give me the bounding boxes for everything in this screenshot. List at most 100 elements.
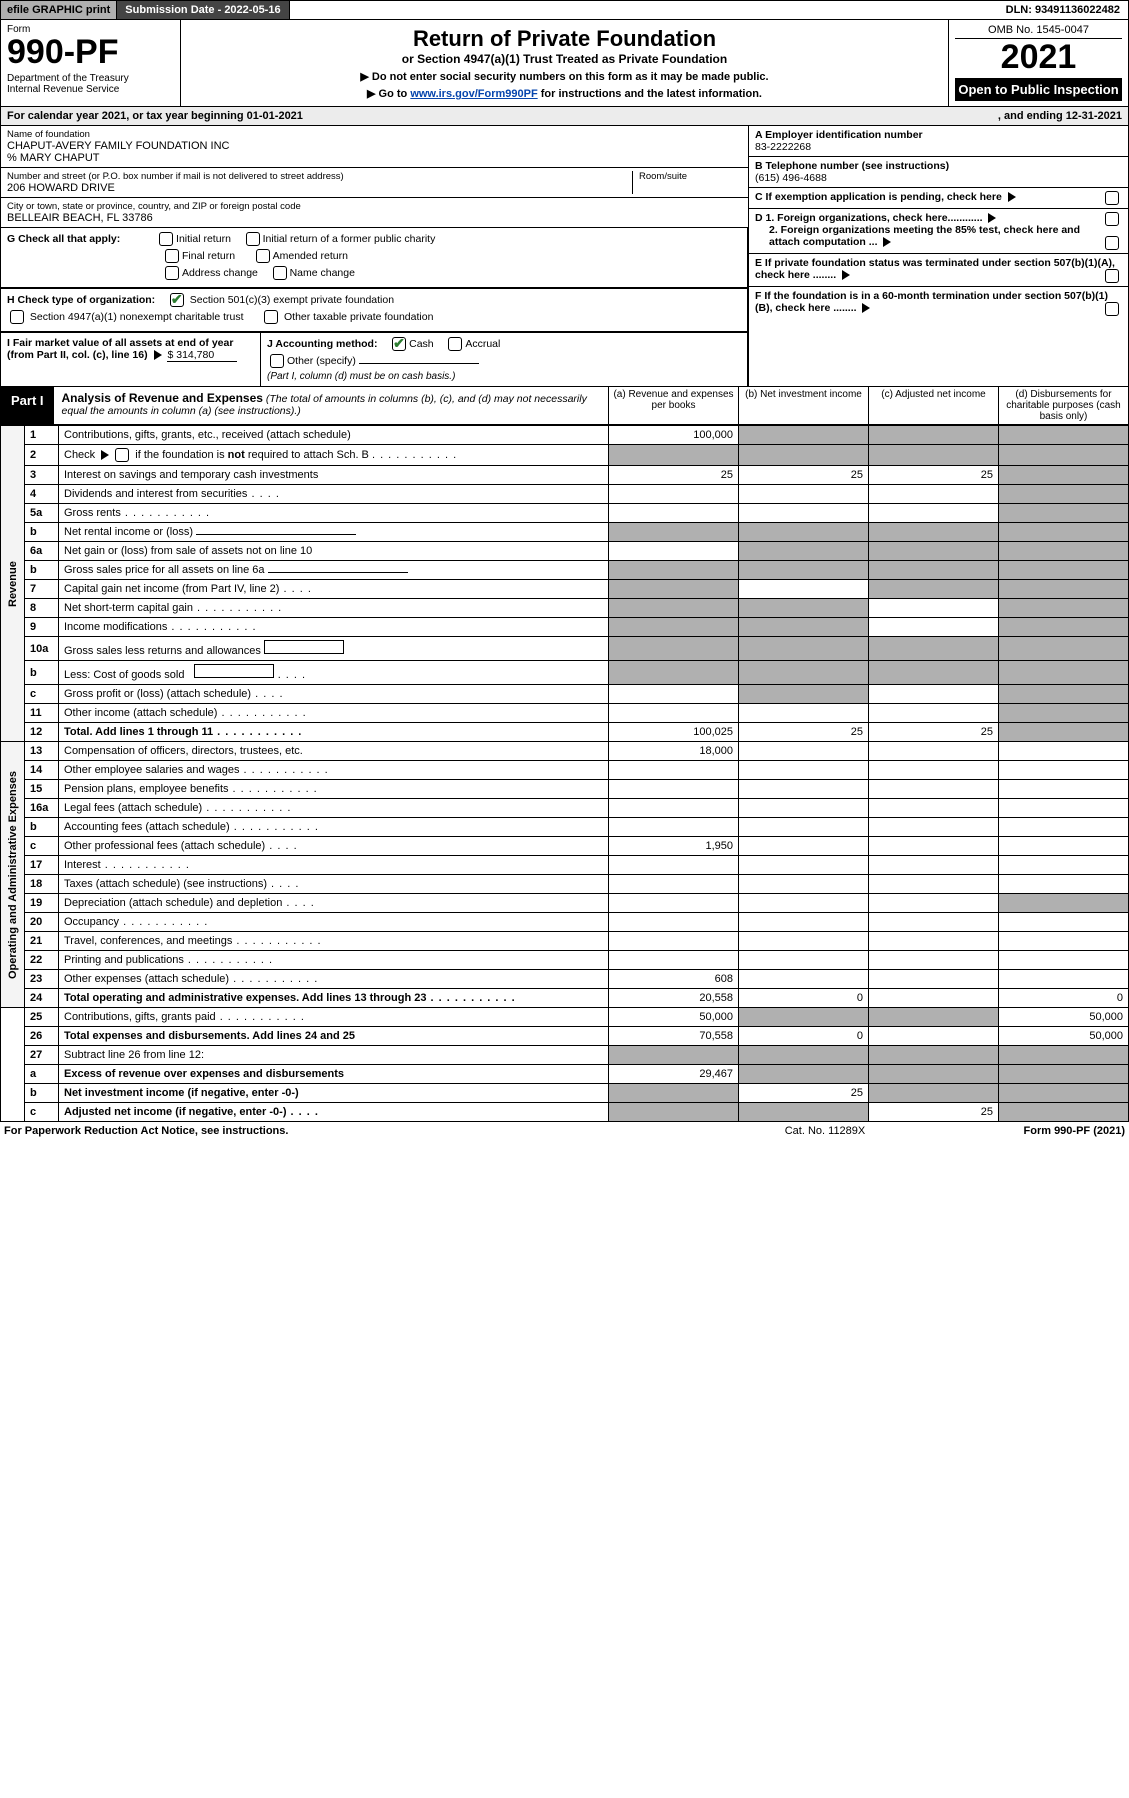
d1-text: D 1. Foreign organizations, check here..… [755,212,983,224]
tri-icon [101,450,109,460]
ln: 19 [25,894,59,913]
desc: Gross sales price for all assets on line… [59,561,609,580]
f-cell: F If the foundation is in a 60-month ter… [749,287,1128,319]
desc: Adjusted net income (if negative, enter … [59,1103,609,1122]
chk-initial-return[interactable] [159,232,173,246]
amt-box [264,640,344,654]
amt-c: 25 [869,1103,999,1122]
calendar-year-row: For calendar year 2021, or tax year begi… [0,107,1129,126]
footer-left: For Paperwork Reduction Act Notice, see … [4,1125,725,1137]
opt-address-change: Address change [182,267,258,279]
chk-schb[interactable] [115,448,129,462]
chk-accrual[interactable] [448,337,462,351]
dept-text: Department of the Treasury Internal Reve… [7,73,174,95]
g-left: G Check all that apply: Initial return I… [1,228,748,287]
blank-line [196,534,356,535]
table-row: b Net investment income (if negative, en… [1,1084,1129,1103]
chk-4947a1[interactable] [10,310,24,324]
table-row: 14 Other employee salaries and wages [1,761,1129,780]
d: Net rental income or (loss) [64,526,193,538]
table-row: 3 Interest on savings and temporary cash… [1,466,1129,485]
desc: Travel, conferences, and meetings [59,932,609,951]
ln: 23 [25,970,59,989]
expenses-vlabel: Operating and Administrative Expenses [1,742,25,1008]
opt-501c3: Section 501(c)(3) exempt private foundat… [190,294,394,306]
desc: Pension plans, employee benefits [59,780,609,799]
opt-accrual: Accrual [465,338,500,350]
efile-label: efile GRAPHIC print [1,1,117,19]
amt-c: 25 [869,723,999,742]
ln: 26 [25,1027,59,1046]
chk-85pct-test[interactable] [1105,236,1119,250]
ln: 12 [25,723,59,742]
ln: 20 [25,913,59,932]
chk-initial-public[interactable] [246,232,260,246]
blank-vlabel [1,1008,25,1122]
chk-other-method[interactable] [270,354,284,368]
desc: Interest on savings and temporary cash i… [59,466,609,485]
table-row: Revenue 1 Contributions, gifts, grants, … [1,426,1129,445]
table-row: 6a Net gain or (loss) from sale of asset… [1,542,1129,561]
chk-exemption-pending[interactable] [1105,191,1119,205]
revenue-vlabel: Revenue [1,426,25,742]
d2-label: 2. Foreign organizations meeting the 85%… [755,224,1122,248]
other-specify-line [359,363,479,364]
chk-foreign-org[interactable] [1105,212,1119,226]
ln: 15 [25,780,59,799]
chk-501c3[interactable] [170,293,184,307]
ln: c [25,837,59,856]
chk-cash[interactable] [392,337,406,351]
e-label: E If private foundation status was termi… [755,257,1115,281]
ln: 24 [25,989,59,1008]
table-row: 9 Income modifications [1,618,1129,637]
city-cell: City or town, state or province, country… [1,198,748,228]
part1-desc: Analysis of Revenue and Expenses (The to… [54,387,608,424]
amt-b: 0 [739,1027,869,1046]
amt-a: 25 [609,466,739,485]
opt-4947a1: Section 4947(a)(1) nonexempt charitable … [30,311,244,323]
amt-b [739,426,869,445]
ln: 16a [25,799,59,818]
chk-status-terminated[interactable] [1105,269,1119,283]
chk-60month[interactable] [1105,302,1119,316]
chk-final-return[interactable] [165,249,179,263]
col-c-header: (c) Adjusted net income [868,387,998,424]
table-row: c Adjusted net income (if negative, ente… [1,1103,1129,1122]
opt-amended-return: Amended return [273,250,348,262]
amt-a: 1,950 [609,837,739,856]
table-row: 19 Depreciation (attach schedule) and de… [1,894,1129,913]
chk-address-change[interactable] [165,266,179,280]
amt-d: 50,000 [999,1027,1129,1046]
chk-amended-return[interactable] [256,249,270,263]
h-left: H Check type of organization: Section 50… [1,289,748,331]
city-label: City or town, state or province, country… [7,201,742,212]
ln: 14 [25,761,59,780]
col-a-header: (a) Revenue and expenses per books [608,387,738,424]
j-box: J Accounting method: Cash Accrual Other … [261,333,748,386]
chk-other-taxable[interactable] [264,310,278,324]
desc: Other expenses (attach schedule) [59,970,609,989]
table-row: 5a Gross rents [1,504,1129,523]
table-row: b Gross sales price for all assets on li… [1,561,1129,580]
table-row: 21 Travel, conferences, and meetings [1,932,1129,951]
open-public-badge: Open to Public Inspection [955,78,1122,101]
instructions-link[interactable]: www.irs.gov/Form990PF [410,88,537,100]
i-box: I Fair market value of all assets at end… [1,333,261,386]
amt-box [194,664,274,678]
d2-text: 2. Foreign organizations meeting the 85%… [769,224,1080,248]
amt-a: 20,558 [609,989,739,1008]
address-cell: Number and street (or P.O. box number if… [1,168,748,198]
d-cell: D 1. Foreign organizations, check here..… [749,209,1128,254]
amt-a: 608 [609,970,739,989]
j-note: (Part I, column (d) must be on cash basi… [267,371,741,382]
chk-name-change[interactable] [273,266,287,280]
ln: b [25,661,59,685]
desc: Depreciation (attach schedule) and deple… [59,894,609,913]
tri-icon [883,237,891,247]
amt-b: 25 [739,723,869,742]
d: Less: Cost of goods sold [64,669,184,681]
desc: Legal fees (attach schedule) [59,799,609,818]
ln: 18 [25,875,59,894]
desc: Net investment income (if negative, ente… [59,1084,609,1103]
f-label: F If the foundation is in a 60-month ter… [755,290,1108,314]
